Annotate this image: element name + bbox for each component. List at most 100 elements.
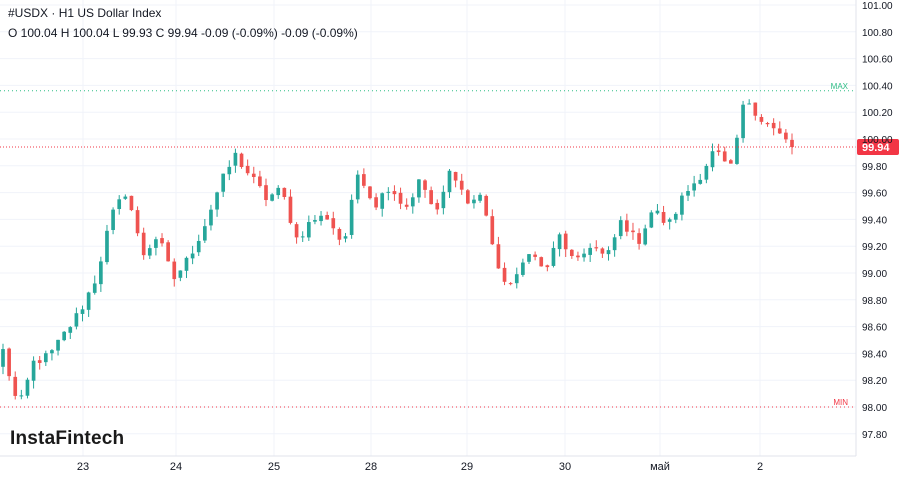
candle-body — [251, 173, 256, 178]
candle-body — [319, 215, 323, 222]
min-level-label: MIN — [833, 398, 848, 407]
candle-body — [135, 210, 140, 234]
candle-body — [557, 234, 562, 250]
candle-body — [441, 191, 446, 209]
candle-body — [582, 253, 586, 258]
time-axis: 23 24 25 28 29 30 май 2 — [0, 455, 856, 473]
candle-body — [741, 104, 745, 139]
candle-body — [294, 224, 299, 238]
candle-body — [215, 192, 219, 210]
candle-body — [239, 153, 244, 167]
candle-body — [154, 239, 158, 248]
ohlc-readout: O 100.04 H 100.04 L 99.93 C 99.94 -0.09 … — [8, 26, 358, 40]
candle-body — [270, 194, 274, 201]
candle-body — [680, 195, 684, 215]
candle-body — [747, 103, 752, 105]
price-tick-label: 99.40 — [862, 215, 887, 226]
candle-body — [105, 230, 109, 263]
candle-body — [698, 179, 703, 184]
price-levels: MAX MIN 99.94 — [0, 82, 899, 408]
brand-logo: InstaFintech — [10, 428, 125, 449]
price-tick-label: 101.00 — [862, 1, 893, 12]
candle-body — [551, 247, 556, 266]
candle-body — [661, 212, 666, 223]
candle-body — [423, 180, 427, 190]
price-tick-label: 98.60 — [862, 323, 887, 334]
candle-body — [43, 353, 48, 363]
candles — [1, 99, 794, 400]
candle-body — [631, 230, 635, 233]
candle-body — [729, 160, 733, 164]
candle-body — [508, 283, 513, 285]
candle-body — [380, 193, 385, 209]
candle-body — [771, 122, 776, 129]
candle-body — [1, 349, 5, 367]
candle-body — [141, 232, 146, 256]
candle-body — [673, 213, 678, 220]
price-tick-label: 99.20 — [862, 242, 887, 253]
candle-body — [576, 255, 580, 258]
candle-body — [704, 165, 709, 180]
current-price-badge — [857, 139, 899, 156]
max-level-label: MAX — [831, 82, 849, 91]
candle-body — [25, 379, 30, 396]
candle-body — [606, 250, 611, 255]
candle-body — [722, 151, 727, 162]
candle-body — [374, 197, 378, 208]
time-tick-label: 2 — [757, 461, 763, 473]
candle-body — [123, 196, 128, 199]
candle-body — [306, 222, 311, 238]
candle-body — [343, 236, 348, 239]
candle-body — [447, 170, 452, 193]
candle-body — [160, 238, 164, 244]
candle-body — [264, 185, 268, 201]
time-tick-label: 30 — [559, 461, 571, 473]
candle-body — [313, 220, 317, 222]
candle-body — [410, 197, 415, 207]
candle-body — [172, 261, 177, 280]
candle-body — [349, 199, 354, 235]
time-tick-label: 24 — [170, 461, 182, 473]
instrument-name: H1 US Dollar Index — [58, 6, 162, 20]
candle-body — [337, 228, 342, 240]
grid — [0, 0, 856, 456]
candle-body — [19, 395, 24, 397]
candle-body — [527, 254, 531, 262]
price-tick-label: 99.80 — [862, 162, 887, 173]
candle-body — [245, 165, 250, 174]
symbol-label[interactable]: #USDX — [8, 6, 49, 20]
candle-body — [625, 220, 629, 232]
candle-body — [655, 210, 660, 214]
candle-body — [753, 102, 758, 116]
candle-body — [74, 313, 79, 327]
candle-body — [490, 216, 495, 245]
candle-body — [686, 191, 690, 196]
candle-body — [417, 179, 421, 198]
candle-body — [429, 190, 433, 205]
price-tick-label: 100.00 — [862, 135, 893, 146]
candle-body — [233, 152, 238, 166]
price-tick-label: 100.40 — [862, 81, 893, 92]
candle-body — [31, 360, 36, 381]
candle-body — [404, 204, 409, 207]
candle-body — [790, 139, 794, 148]
candle-body — [190, 253, 195, 259]
candle-body — [178, 270, 183, 278]
current-price-label: 99.94 — [862, 142, 890, 154]
candle-body — [282, 187, 287, 197]
candle-body — [13, 376, 18, 396]
time-tick-label: 23 — [77, 461, 89, 473]
candle-body — [117, 199, 122, 210]
candle-body — [227, 166, 232, 175]
candle-body — [784, 132, 788, 140]
candle-body — [209, 209, 213, 226]
candle-body — [472, 199, 476, 204]
candle-body — [545, 265, 550, 268]
candle-body — [300, 236, 305, 238]
candle-body — [539, 257, 544, 267]
candle-body — [111, 209, 115, 230]
candle-body — [765, 122, 770, 125]
price-tick-label: 99.60 — [862, 189, 887, 200]
